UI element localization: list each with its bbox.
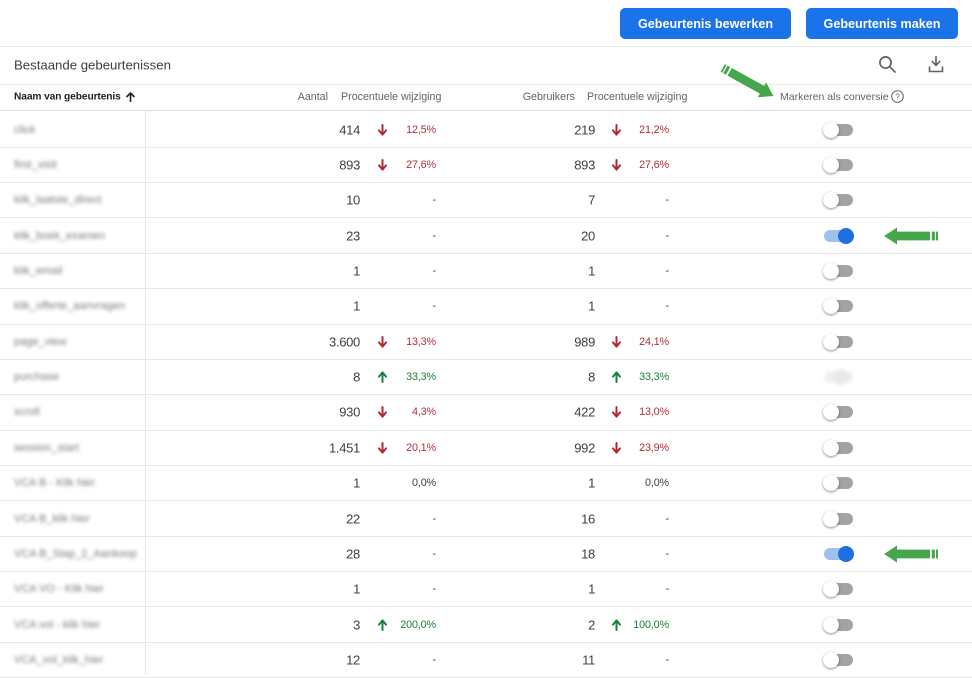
svg-text:?: ? — [895, 92, 900, 101]
